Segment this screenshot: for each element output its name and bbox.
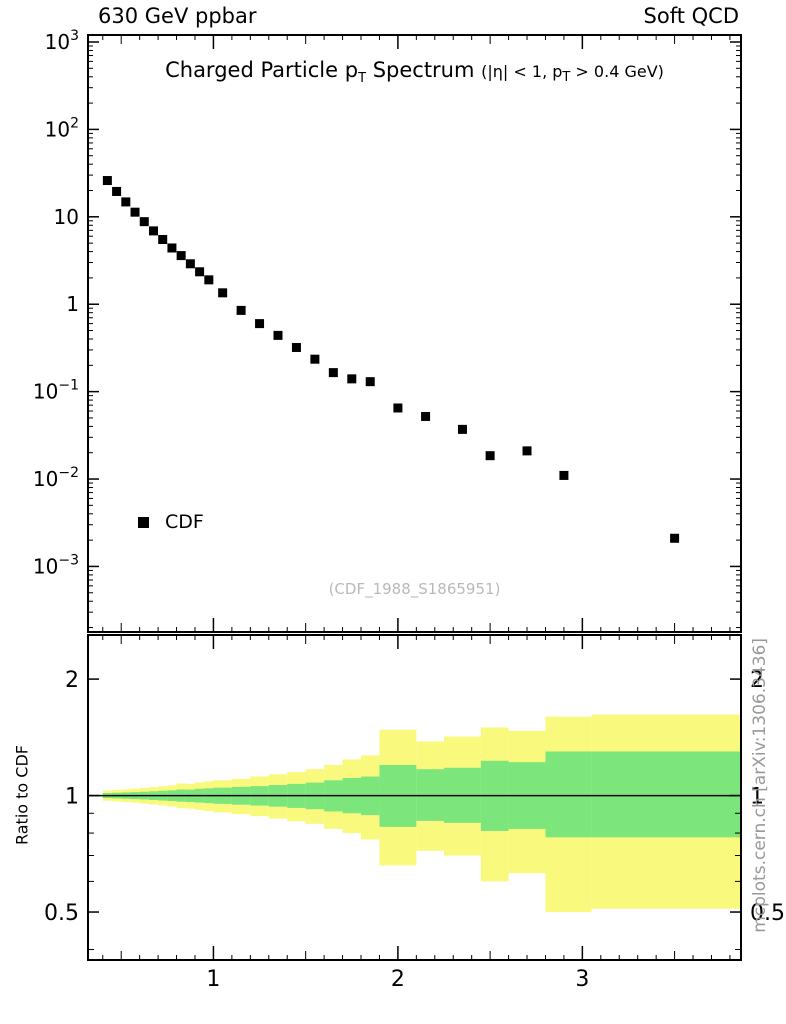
svg-text:2: 2 [391, 967, 405, 992]
data-point [255, 319, 265, 329]
data-point [218, 288, 228, 298]
data-point [176, 251, 186, 261]
data-point [273, 330, 283, 340]
data-point [185, 259, 195, 269]
analysis-id-watermark: (CDF_1988_S1865951) [328, 580, 501, 598]
data-point [347, 374, 357, 384]
main-frame [87, 34, 742, 633]
legend: CDF [138, 511, 204, 533]
svg-text:102: 102 [45, 115, 79, 141]
title-sub: T [358, 71, 367, 87]
data-point [559, 470, 569, 480]
svg-text:1: 1 [66, 292, 79, 316]
data-point [291, 342, 301, 352]
data-point [121, 197, 131, 207]
data-point [204, 275, 214, 285]
data-point [421, 411, 431, 421]
data-point [102, 176, 112, 186]
svg-text:1: 1 [206, 967, 220, 992]
data-point [167, 243, 177, 253]
data-point [328, 368, 338, 378]
svg-text:0.5: 0.5 [44, 901, 79, 926]
data-point [130, 207, 140, 217]
svg-text:1: 1 [750, 785, 764, 810]
svg-text:103: 103 [45, 28, 79, 54]
ratio-bands [102, 714, 740, 913]
data-point [158, 235, 168, 245]
svg-text:0.5: 0.5 [750, 901, 785, 926]
data-point [112, 186, 122, 196]
legend-label: CDF [165, 511, 204, 533]
svg-text:2: 2 [65, 668, 79, 693]
data-point [310, 354, 320, 364]
svg-text:10: 10 [54, 205, 79, 229]
process-group-label: Soft QCD [643, 4, 739, 28]
mcplots-credit: mcplots.cern.ch [arXiv:1306.3436] [750, 638, 770, 933]
svg-text:1: 1 [65, 785, 79, 810]
cdf-square-marker-icon [138, 516, 149, 528]
data-point [393, 403, 403, 413]
data-point [195, 267, 205, 277]
title-main: Charged Particle p [165, 58, 359, 82]
svg-text:10−2: 10−2 [33, 465, 79, 491]
svg-text:3: 3 [575, 967, 589, 992]
ratio-axis-title: Ratio to CDF [12, 744, 32, 846]
svg-text:10−1: 10−1 [33, 378, 79, 404]
data-point [485, 451, 495, 461]
data-point [670, 533, 680, 543]
data-point [236, 305, 246, 315]
data-point [522, 446, 532, 456]
svg-text:10−3: 10−3 [33, 552, 79, 578]
data-point [148, 226, 158, 236]
plot-header: 630 GeV ppbar Soft QCD [88, 4, 741, 28]
cdf-data-points [102, 176, 680, 543]
title-cuts: (|η| < 1, pT > 0.4 GeV) [481, 62, 664, 86]
ratio-frame [87, 634, 742, 961]
data-point [139, 217, 149, 227]
svg-text:2: 2 [750, 668, 764, 693]
title-post: Spectrum [366, 58, 475, 82]
data-point [457, 424, 467, 434]
data-point [365, 377, 375, 387]
plot-title: Charged Particle pT Spectrum (|η| < 1, p… [88, 58, 741, 86]
beam-energy-label: 630 GeV ppbar [98, 4, 257, 28]
